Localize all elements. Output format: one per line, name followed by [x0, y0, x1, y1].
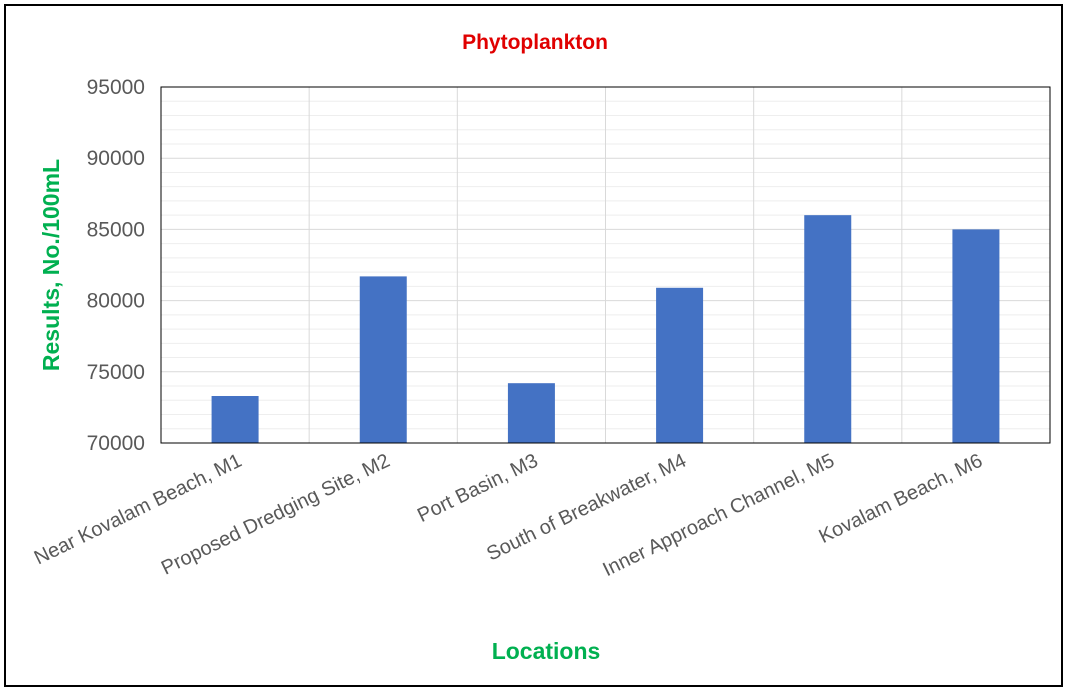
- y-tick-label: 70000: [87, 432, 145, 455]
- x-category-label: Proposed Dredging Site, M2: [158, 450, 393, 580]
- bar: [211, 396, 259, 443]
- x-category-label: Port Basin, M3: [414, 450, 542, 527]
- y-tick-label: 80000: [87, 290, 145, 313]
- y-tick-label: 90000: [87, 147, 145, 170]
- y-tick-label: 95000: [87, 76, 145, 99]
- bar: [507, 383, 555, 443]
- bar: [359, 276, 407, 443]
- x-axis-title: Locations: [492, 638, 601, 664]
- y-tick-label: 85000: [87, 218, 145, 241]
- bar: [952, 229, 1000, 443]
- chart-title: Phytoplankton: [462, 31, 608, 54]
- bar: [804, 215, 852, 443]
- x-category-label: Kovalam Beach, M6: [816, 450, 987, 548]
- chart-frame: [4, 4, 1063, 687]
- plot-area-border: [160, 86, 1051, 444]
- major-gridlines: [161, 86, 1050, 444]
- x-category-label: Inner Approach Channel, M5: [599, 450, 837, 581]
- y-tick-label: 75000: [87, 361, 145, 384]
- bar: [656, 287, 704, 443]
- y-axis-title: Results, No./100mL: [38, 159, 64, 371]
- bars: [211, 215, 1000, 443]
- y-axis-tick-labels: 70000 75000 80000 85000 90000 95000: [87, 76, 145, 455]
